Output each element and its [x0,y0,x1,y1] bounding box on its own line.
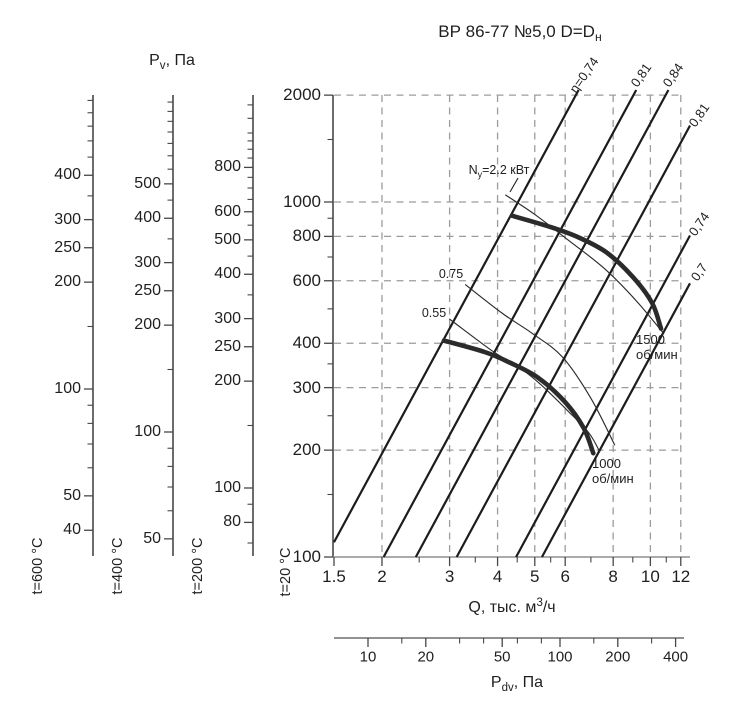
pressure-scale-tick-label: 250 [54,238,81,256]
pdv-tick-label: 400 [663,648,689,666]
speed-label-1000: 1000 об/мин [592,456,634,486]
y-axis-tick-label: 1000 [283,192,321,211]
efficiency-line [455,125,691,558]
temperature-label: t=200 °C [190,537,206,595]
pressure-scale-tick-label: 600 [214,202,241,220]
pressure-scale-tick-label: 400 [134,209,161,227]
n-value: =2.2 кВт [482,162,530,177]
pressure-scale-tick-label: 200 [54,273,81,291]
speed-1500-value: 1500 [636,332,665,347]
pressure-scale-tick-label: 400 [54,166,81,184]
power-label-0-75-kw: 0.75 [438,267,464,281]
temperature-label: t=400 °C [110,537,126,595]
n-symbol: N [468,162,478,177]
pdv-units: , Па [513,673,544,691]
x-axis-tick-label: 1.5 [322,567,346,586]
pressure-scale-tick-label: 500 [134,174,161,192]
chart-title: ВР 86-77 №5,0 D=Dн [438,22,601,44]
pdv-tick-label: 50 [493,648,511,666]
y-axis-tick-label: 200 [292,440,321,460]
power-curve-2-2-kw [505,194,664,334]
pressure-scale-tick-label: 100 [54,380,81,397]
pv-units: , Па [165,51,195,69]
pressure-scale-tick-label: 500 [214,230,241,248]
y-axis-tick-label: 2000 [283,85,321,105]
pressure-scale-tick-label: 300 [54,210,81,228]
power-label-leader [509,177,519,193]
temperature-label: t=20 °C [278,547,294,597]
speed-curve-1500 [509,213,664,331]
pressure-scale-tick-label: 800 [214,158,241,176]
pressure-scale-tick-label: 300 [134,253,161,271]
pressure-scale-tick-label: 200 [214,372,241,390]
efficiency-line [414,89,670,558]
pdv-tick-label: 100 [547,648,573,666]
flow-axis-title: Q, тыс. м3/ч [468,597,555,617]
y-axis-tick-label: 300 [292,377,321,397]
q-units: /ч [542,599,556,617]
efficiency-line [515,234,691,558]
pressure-scale-tick-label: 50 [63,486,81,504]
x-axis-tick-label: 2 [377,567,387,586]
pressure-scale-tick-label: 200 [134,316,161,334]
pressure-scale-tick-label: 50 [143,529,161,547]
pressure-scale-tick-label: 300 [214,309,241,327]
pdv-tick-label: 10 [359,648,377,666]
pv-subscript: v [159,60,166,73]
speed-1000-units: об/мин [592,471,634,486]
pressure-scale-tick-label: 250 [134,281,161,299]
pressure-scale-tick-label: 100 [134,423,161,440]
efficiency-line [333,89,580,543]
pdv-subscript: dv [501,682,514,695]
dynamic-pressure-axis-title: Pdv, Па [491,674,543,694]
pressure-scale-tick-label: 400 [214,265,241,283]
temperature-label: t=600 °C [30,537,46,595]
x-axis-tick-label: 12 [671,567,691,586]
pdv-tick-label: 200 [605,648,631,666]
x-axis-tick-label: 6 [560,567,570,586]
n-subscript: у [477,169,483,180]
x-axis-tick-label: 8 [608,567,618,586]
q-symbol: Q, тыс. м [468,599,537,617]
power-curve-0-55-kw [449,318,601,453]
chart-title-text: ВР 86-77 №5,0 D=D [438,21,595,41]
power-label-2-2-kw: Nу=2.2 кВт [469,163,530,180]
speed-1500-units: об/мин [636,347,678,362]
x-axis-tick-label: 3 [444,567,455,586]
x-axis-tick-label: 4 [492,567,503,586]
pdv-tick-label: 20 [417,648,435,666]
chart-title-subscript: н [594,30,602,45]
y-axis-tick-label: 600 [292,270,321,290]
speed-curve-1000 [441,338,596,456]
pressure-scale-tick-label: 250 [214,337,241,355]
pressure-scale-tick-label: 100 [214,479,241,496]
pdv-symbol: P [490,673,502,691]
pv-symbol: P [149,51,160,69]
power-label-0-55-kw: 0.55 [421,306,447,320]
q-superscript: 3 [536,596,543,609]
y-axis-tick-label: 800 [292,226,321,246]
efficiency-line [382,89,638,558]
pressure-scale-tick-label: 40 [63,521,81,539]
speed-1000-value: 1000 [592,456,621,471]
speed-label-1500: 1500 об/мин [636,332,678,362]
power-curve-0-75-kw [464,284,616,446]
pressure-scale-tick-label: 80 [223,513,241,531]
x-axis-tick-label: 5 [530,567,540,586]
pressure-axis-title: Pv, Па [149,52,195,72]
x-axis-tick-label: 10 [640,567,660,586]
y-axis-tick-label: 400 [292,333,321,353]
efficiency-line [540,282,691,558]
y-axis-tick-label: 100 [292,547,321,566]
